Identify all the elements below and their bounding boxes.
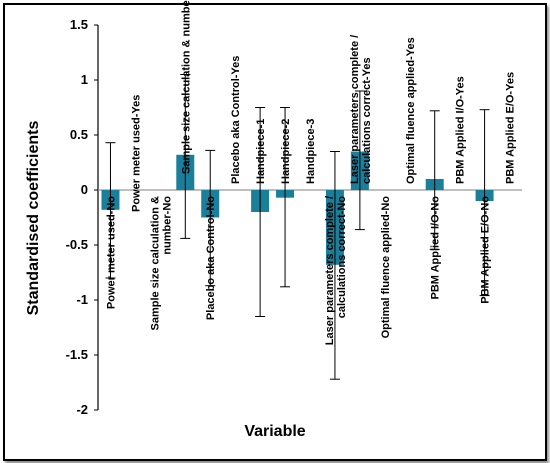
y-tick-labels: 1.5 1 0.5 0 -0.5 -1 -1.5 -2 [66,17,88,417]
category-label: Power meter used-No [105,196,117,309]
y-tick-label: 0.5 [70,127,88,142]
y-tick-label: -1.5 [66,347,88,362]
y-axis-title: Standardised coefficients [25,121,42,316]
category-label: Optimal fluence applied-Yes [405,37,417,184]
category-label-line: Laser parameters complete / [324,196,336,345]
category-label-line: PBM Applied I/O-No [430,196,442,300]
category-label: Handpiece-1 [255,119,267,184]
category-label-line: Handpiece-3 [305,119,317,184]
category-label: Handpiece-3 [305,119,317,184]
y-tick-label: 1.5 [70,17,88,32]
category-label-line: Sample size calculation & [149,196,161,331]
axes [94,24,522,411]
category-label-line: Optimal fluence applied-Yes [405,37,417,184]
category-label: Power meter used-Yes [130,95,142,212]
category-label-line: Placebo aka Control-No [205,196,217,320]
category-label-line: number-No [161,196,173,255]
category-label: Placebo aka Control-No [205,196,217,320]
y-tick-label: 1 [81,72,88,87]
category-label-line: PBM Applied E/O-No [480,196,492,304]
x-axis-title: Variable [244,423,305,440]
category-label: Laser parameters complete / calculations … [349,35,373,184]
category-label: Sample size calculation & number-Yes [180,0,192,174]
category-label-line: Sample size calculation & number-Yes [180,0,192,174]
category-label: PBM Applied I/O-Yes [455,76,467,184]
category-label-line: Power meter used-Yes [130,95,142,212]
category-label: PBM Applied I/O-No [430,196,442,300]
category-label-line: calculations correct-Yes [361,57,373,184]
y-tick-label: -0.5 [66,237,88,252]
category-label-line: PBM Applied E/O-Yes [505,72,517,184]
category-label: Optimal fluence applied-No [380,196,392,339]
category-label-line: Handpiece-1 [255,119,267,184]
category-label-line: PBM Applied I/O-Yes [455,76,467,184]
category-label: PBM Applied E/O-No [480,196,492,304]
category-label: Placebo aka Control-Yes [230,56,242,184]
category-label-line: Placebo aka Control-Yes [230,56,242,184]
category-label-line: calculations correct-No [336,196,348,319]
error-bars [105,74,490,380]
chart-frame [3,3,547,461]
category-label-line: Power meter used-No [105,196,117,309]
category-label: Sample size calculation & number-No [149,196,173,331]
category-label: Laser parameters complete / calculations … [324,196,348,345]
category-label: PBM Applied E/O-Yes [505,72,517,184]
category-label: Handpiece-2 [280,119,292,184]
category-label-line: Handpiece-2 [280,119,292,184]
y-tick-label: -1 [76,292,88,307]
category-labels: Power meter used-No Power meter used-Yes S… [105,0,516,345]
category-label-line: Laser parameters complete / [349,35,361,184]
y-tick-label: 0 [81,182,88,197]
category-label-line: Optimal fluence applied-No [380,196,392,339]
y-tick-label: -2 [76,402,88,417]
